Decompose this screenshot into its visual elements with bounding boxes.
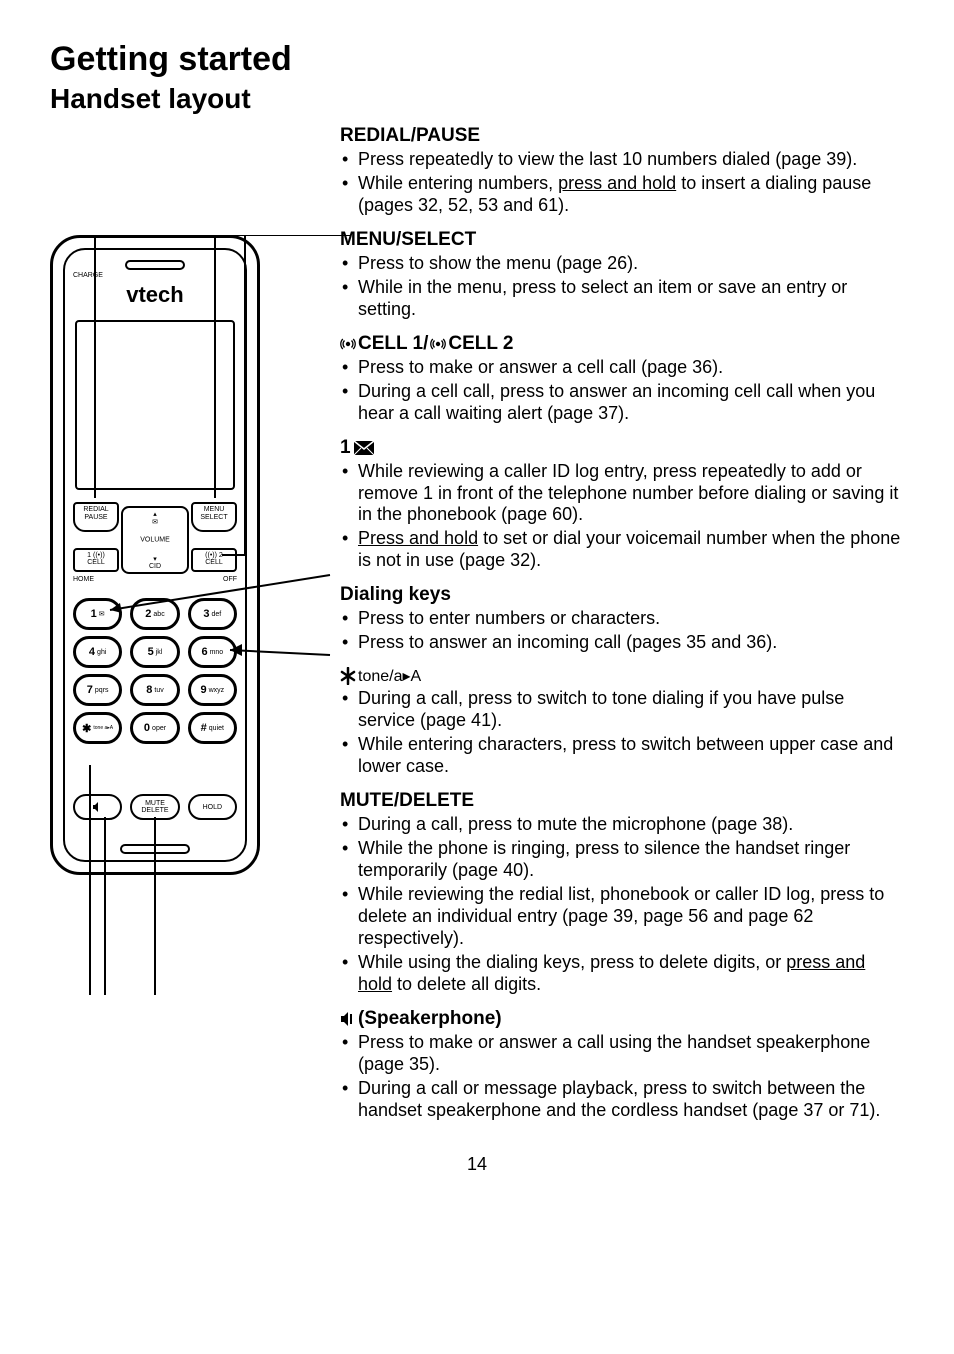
mute-delete-button[interactable]: MUTE DELETE [130,794,179,820]
key-9[interactable]: 9wxyz [188,674,237,706]
cell-1-button[interactable]: 1 ((•)) CELL [73,548,119,572]
speaker-button[interactable] [73,794,122,820]
softkey-right-l2: SELECT [193,514,235,522]
bullet-item: While entering numbers, press and hold t… [340,173,904,217]
section-title: MUTE/DELETE [340,790,904,812]
section-4: Dialing keysPress to enter numbers or ch… [340,584,904,654]
key-pound[interactable]: #quiet [188,712,237,744]
bullet-list: Press to enter numbers or characters.Pre… [340,608,904,654]
softkey-left-l2: PAUSE [75,514,117,522]
bullet-list: Press to show the menu (page 26).While i… [340,253,904,321]
key-0[interactable]: 0oper [130,712,179,744]
bullet-item: Press repeatedly to view the last 10 num… [340,149,904,171]
bullet-item: Press to show the menu (page 26). [340,253,904,275]
section-title: CELL 1/CELL 2 [340,333,904,355]
bullet-item: While the phone is ringing, press to sil… [340,838,904,882]
menu-select-softkey[interactable]: MENU SELECT [191,502,237,532]
section-title: Dialing keys [340,584,904,606]
bullet-list: Press to make or answer a call using the… [340,1032,904,1122]
bullet-list: While reviewing a caller ID log entry, p… [340,461,904,573]
section-7: (Speakerphone)Press to make or answer a … [340,1008,904,1122]
key-star[interactable]: ✱tone a▸A [73,712,122,744]
bullet-item: During a call, press to mute the microph… [340,814,904,836]
bullet-item: While reviewing a caller ID log entry, p… [340,461,904,527]
nav-volume-label: VOLUME [140,537,170,544]
key-7[interactable]: 7pqrs [73,674,122,706]
section-title: REDIAL/PAUSE [340,125,904,147]
page-number: 14 [50,1154,904,1175]
page: Getting started Handset layout CHARGE vt… [0,0,954,1215]
section-5: tone/a▸ADuring a call, press to switch t… [340,666,904,778]
key-8[interactable]: 8tuv [130,674,179,706]
handset-screen [75,320,235,490]
bullet-item: While using the dialing keys, press to d… [340,952,904,996]
bullet-item: While reviewing the redial list, phonebo… [340,884,904,950]
section-2: CELL 1/CELL 2Press to make or answer a c… [340,333,904,425]
bullet-item: During a cell call, press to answer an i… [340,381,904,425]
cell-button-row: 1 ((•)) CELL ((•)) 2 CELL [73,548,237,572]
content-row: CHARGE vtech REDIAL PAUSE MENU SELECT [50,125,904,1124]
cell-2-button[interactable]: ((•)) 2 CELL [191,548,237,572]
key-6[interactable]: 6mno [188,636,237,668]
nav-up-icon: ▴✉ [123,510,187,526]
section-title: (Speakerphone) [340,1008,904,1030]
page-title: Getting started [50,40,904,79]
bullet-item: Press to enter numbers or characters. [340,608,904,630]
bottom-row: MUTE DELETE HOLD [73,794,237,820]
key-1[interactable]: 1✉ [73,598,122,630]
key-5[interactable]: 5jkl [130,636,179,668]
bullet-item: Press to make or answer a call using the… [340,1032,904,1076]
key-3[interactable]: 3def [188,598,237,630]
earpiece-slot [125,260,185,270]
off-cancel-label: OFF [223,576,237,583]
section-3: 1While reviewing a caller ID log entry, … [340,437,904,573]
bullet-item: During a call, press to switch to tone d… [340,688,904,732]
bullet-item: While in the menu, press to select an it… [340,277,904,321]
descriptions-column: REDIAL/PAUSEPress repeatedly to view the… [340,125,904,1124]
home-flash-label: HOME [73,576,94,583]
section-0: REDIAL/PAUSEPress repeatedly to view the… [340,125,904,217]
key-4[interactable]: 4ghi [73,636,122,668]
handset-body: CHARGE vtech REDIAL PAUSE MENU SELECT [50,235,260,875]
redial-pause-softkey[interactable]: REDIAL PAUSE [73,502,119,532]
softkey-left-l1: REDIAL [75,506,117,514]
section-title: 1 [340,437,904,459]
section-title: tone/a▸A [340,666,904,686]
keypad: 1✉ 2abc 3def 4ghi 5jkl 6mno 7pqrs 8tuv 9… [73,598,237,744]
bullet-item: Press to make or answer a cell call (pag… [340,357,904,379]
mic-slot [120,844,190,854]
bullet-list: Press repeatedly to view the last 10 num… [340,149,904,217]
bullet-item: Press and hold to set or dial your voice… [340,528,904,572]
bullet-list: Press to make or answer a cell call (pag… [340,357,904,425]
brand-label: vtech [53,282,257,308]
section-6: MUTE/DELETEDuring a call, press to mute … [340,790,904,996]
key-2[interactable]: 2abc [130,598,179,630]
page-subtitle: Handset layout [50,83,904,115]
bullet-list: During a call, press to switch to tone d… [340,688,904,778]
home-off-row: HOME OFF [73,576,237,583]
softkey-right-l1: MENU [193,506,235,514]
bullet-item: Press to answer an incoming call (pages … [340,632,904,654]
section-1: MENU/SELECTPress to show the menu (page … [340,229,904,321]
bullet-list: During a call, press to mute the microph… [340,814,904,996]
hold-button[interactable]: HOLD [188,794,237,820]
bullet-item: During a call or message playback, press… [340,1078,904,1122]
bullet-item: While entering characters, press to swit… [340,734,904,778]
handset-column: CHARGE vtech REDIAL PAUSE MENU SELECT [50,125,320,1124]
handset-illustration: CHARGE vtech REDIAL PAUSE MENU SELECT [50,235,260,875]
section-title: MENU/SELECT [340,229,904,251]
charge-label: CHARGE [73,272,103,279]
